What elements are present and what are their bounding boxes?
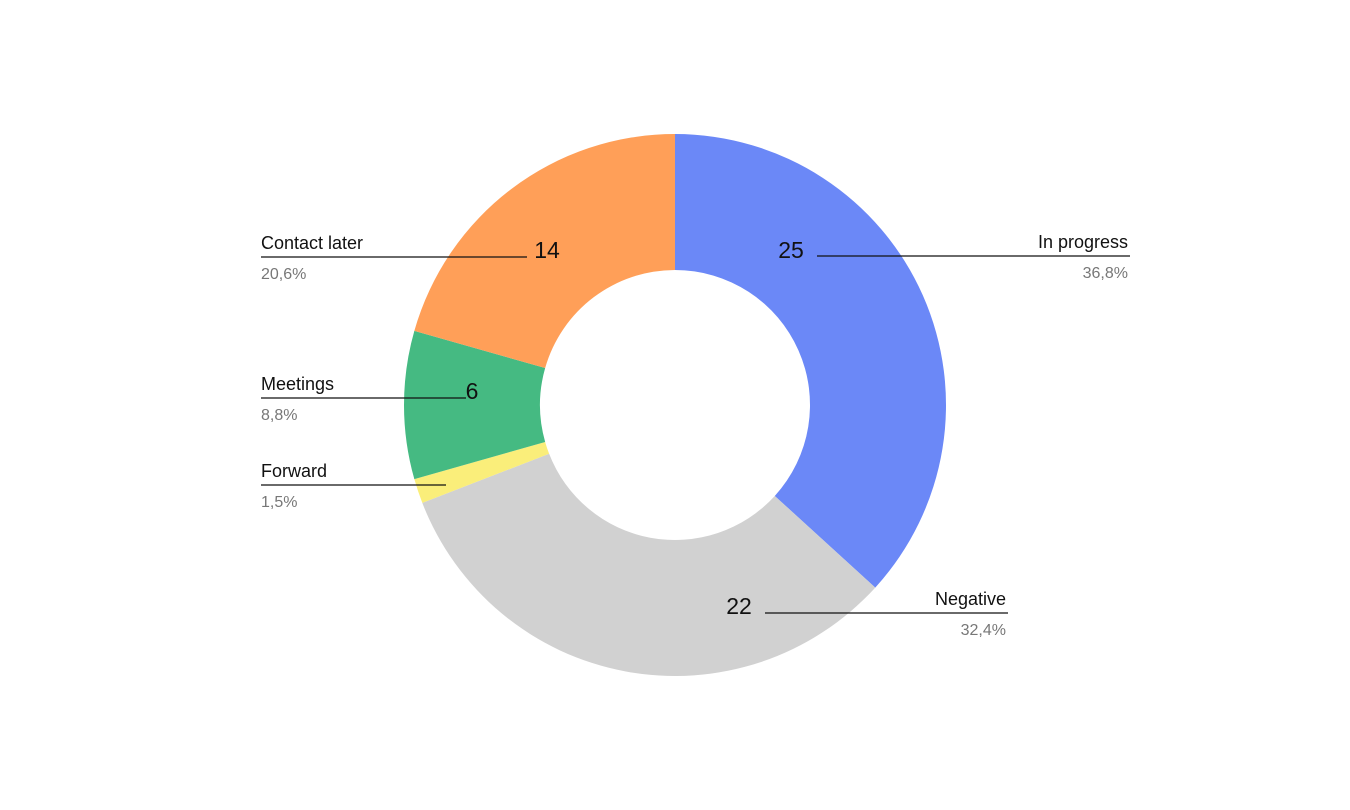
slice-negative: [422, 453, 876, 676]
slice-in-progress: [675, 134, 946, 588]
slice-value-in-progress: 25: [778, 237, 804, 263]
slice-percent-negative: 32,4%: [961, 622, 1006, 639]
slice-meetings: [403, 330, 546, 480]
slice-labels: In progress 36,8% 25 Negative 32,4% 22 Forward…: [261, 232, 1130, 639]
slice-percent-contact-later: 20,6%: [261, 266, 306, 283]
slice-forward: [414, 441, 550, 503]
slice-value-contact-later: 14: [534, 237, 560, 263]
slice-value-negative: 22: [726, 593, 752, 619]
slice-contact-later: [414, 134, 675, 369]
slice-label-negative: Negative: [935, 589, 1006, 609]
slice-label-meetings: Meetings: [261, 374, 334, 394]
slice-label-forward: Forward: [261, 461, 327, 481]
slice-percent-forward: 1,5%: [261, 494, 297, 511]
slice-percent-meetings: 8,8%: [261, 407, 297, 424]
donut-slices: [403, 134, 946, 676]
slice-percent-in-progress: 36,8%: [1083, 265, 1128, 282]
slice-label-contact-later: Contact later: [261, 233, 363, 253]
slice-label-in-progress: In progress: [1038, 232, 1128, 252]
slice-value-meetings: 6: [466, 378, 479, 404]
